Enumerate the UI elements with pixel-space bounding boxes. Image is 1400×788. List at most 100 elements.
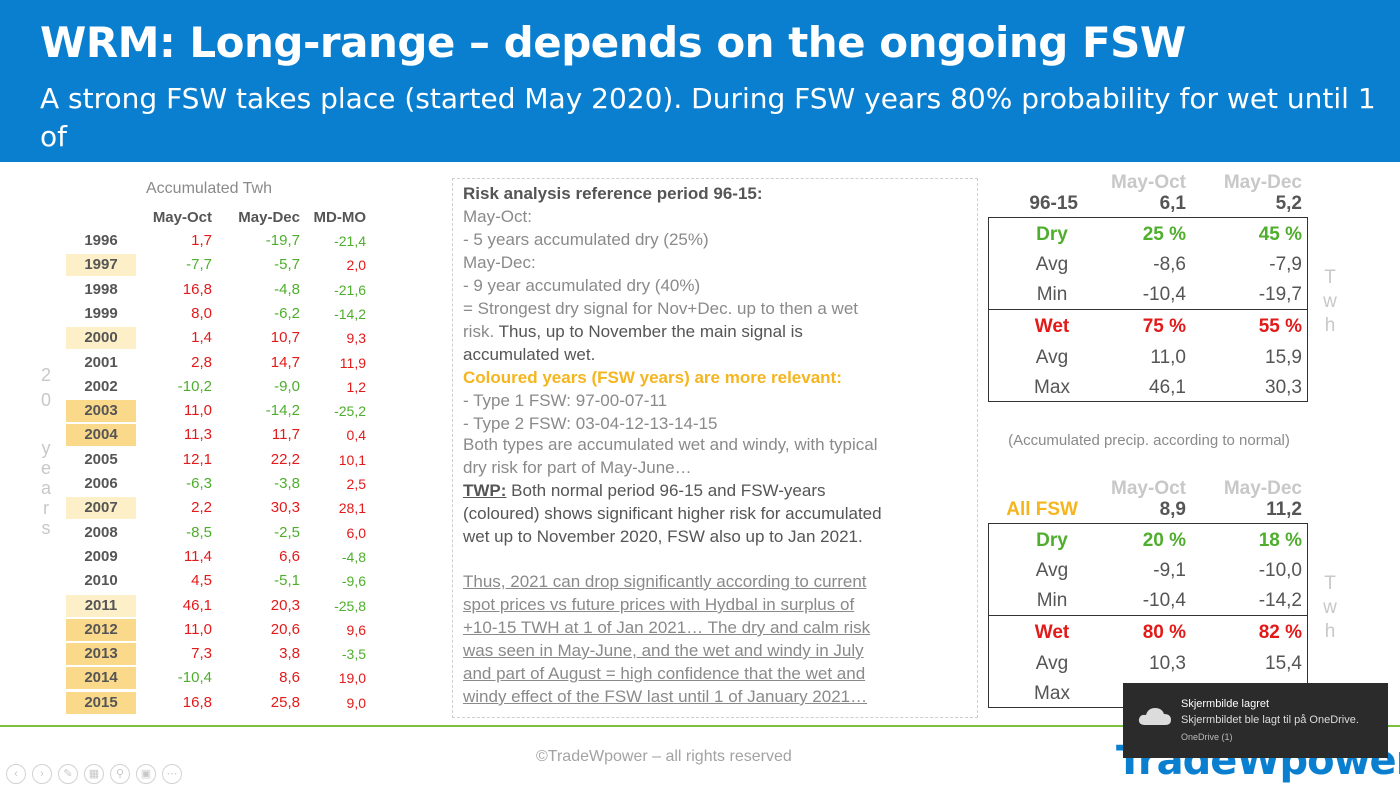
row-label: Wet (1034, 622, 1070, 643)
precip-note: (Accumulated precip. according to normal… (1008, 432, 1290, 449)
text-line: wet up to November 2020, FSW also up to … (463, 527, 863, 546)
table-row: 2013 7,3 3,8 -3,5 (66, 643, 372, 667)
subtitle-line-1: A strong FSW takes place (started May 20… (40, 82, 1376, 153)
value-cell: 2,8 (191, 353, 212, 371)
side-letter: h (1324, 315, 1336, 336)
table-row: 2011 46,1 20,3 -25,8 (66, 594, 372, 619)
table-row: 1998 16,8 -4,8 -21,6 (66, 279, 372, 303)
text-line: - 5 years accumulated dry (25%) (463, 230, 709, 249)
value-cell: -19,7 (265, 232, 300, 249)
stat-value: 45 % (1258, 224, 1302, 245)
value-cell: -10,2 (177, 377, 212, 395)
year-cell: 2010 (84, 572, 118, 590)
onedrive-toast[interactable]: Skjermbilde lagret Skjermbildet ble lagt… (1123, 683, 1388, 758)
table-row: 1996 1,7 -19,7 -21,4 (66, 230, 372, 254)
toast-source: OneDrive (1) (1181, 732, 1233, 742)
value-cell: 12,1 (182, 450, 212, 468)
value-cell: 25,8 (270, 693, 300, 711)
table-row: 2004 11,3 11,7 0,4 (66, 424, 372, 448)
stat-value: 82 % (1258, 622, 1302, 643)
year-cell: 2004 (66, 424, 136, 447)
col-header-may-dec: May-Dec (1223, 478, 1302, 499)
cloud-icon (1138, 708, 1171, 725)
value-cell: 14,7 (270, 353, 300, 371)
year-cell: 2000 (66, 327, 136, 350)
table-row: 2003 11,0 -14,2 -25,2 (66, 400, 372, 424)
footer-divider (0, 725, 1400, 727)
value-cell: 1,4 (191, 329, 212, 347)
back-icon[interactable]: ‹ (6, 764, 26, 784)
period-label: 96-15 (1029, 193, 1078, 214)
risk-word: risk. (463, 322, 495, 341)
subtitles-icon[interactable]: ▣ (136, 764, 156, 784)
table-row: 2014 -10,4 8,6 19,0 (66, 667, 372, 691)
year-cell: 2014 (66, 667, 136, 690)
col-header-may-dec: May-Dec (238, 209, 300, 226)
value-cell: -5,1 (274, 572, 300, 590)
value-cell: 8,0 (191, 304, 212, 322)
text-line: - Type 1 FSW: 97-00-07-11 (463, 391, 668, 410)
vertical-letter: r (43, 498, 49, 518)
value-cell: 9,0 (346, 694, 366, 711)
text-line: was seen in May-June, and the wet and wi… (463, 641, 864, 660)
row-label: Avg (1035, 254, 1069, 275)
slides-icon[interactable]: ▦ (84, 764, 104, 784)
value-cell: 20,3 (270, 596, 300, 614)
value-cell: -14,2 (265, 402, 300, 420)
side-letter: w (1323, 291, 1337, 312)
value-cell: -8,5 (186, 523, 212, 541)
vertical-letter: 2 (40, 365, 51, 385)
pen-icon[interactable]: ✎ (58, 764, 78, 784)
table-row: 2006 -6,3 -3,8 2,5 (66, 473, 372, 497)
text-line: TWP: Both normal period 96-15 and FSW-ye… (463, 481, 826, 501)
value-cell: 4,5 (191, 572, 212, 590)
stat-value: -10,4 (1142, 284, 1186, 305)
row-label: Max (1034, 683, 1070, 704)
forward-icon[interactable]: › (32, 764, 52, 784)
side-letter: T (1324, 573, 1336, 594)
toast-message: Skjermbildet ble lagt til på OneDrive. (1181, 714, 1359, 726)
year-cell: 2005 (84, 450, 118, 468)
twp-text: Both normal period 96-15 and FSW-years (506, 481, 826, 500)
zoom-icon[interactable]: ⚲ (110, 764, 130, 784)
value-cell: 9,6 (346, 621, 366, 638)
year-cell: 1998 (84, 280, 118, 298)
value-cell: 10,7 (270, 329, 300, 347)
stat-value: 15,4 (1265, 653, 1302, 674)
slide-nav-toolbar: ‹ › ✎ ▦ ⚲ ▣ ⋯ (6, 764, 182, 784)
stat-value: -19,7 (1258, 284, 1302, 305)
value-cell: 6,6 (279, 547, 300, 565)
more-icon[interactable]: ⋯ (162, 764, 182, 784)
text-line: and part of August = high confidence tha… (463, 664, 866, 683)
value-cell: 46,1 (182, 596, 212, 614)
period-value: 8,9 (1159, 499, 1186, 520)
value-cell: 2,2 (191, 499, 212, 517)
value-cell: -6,2 (274, 304, 300, 322)
value-cell: 7,3 (191, 645, 212, 663)
slide-subtitle: A strong FSW takes place (started May 20… (40, 80, 1390, 194)
value-cell: 2,5 (346, 476, 366, 492)
value-cell: 30,3 (270, 499, 300, 517)
year-cell: 2002 (84, 377, 118, 395)
value-cell: 16,8 (182, 280, 212, 298)
stat-value: 30,3 (1265, 377, 1302, 398)
period-value: 11,2 (1266, 499, 1302, 520)
year-cell: 2007 (66, 497, 136, 520)
value-cell: 8,6 (279, 669, 300, 687)
table-row: 2015 16,8 25,8 9,0 (66, 691, 372, 716)
text-line: Both types are accumulated wet and windy… (463, 435, 878, 454)
table-row: 2012 11,0 20,6 9,6 (66, 618, 372, 643)
year-cell: 2006 (84, 475, 118, 492)
value-cell: 16,8 (182, 693, 212, 711)
year-cell: 2003 (66, 400, 136, 423)
risk-text: Thus, up to November the main signal is (494, 322, 803, 341)
vertical-letter: y (41, 438, 51, 458)
stat-value: 55 % (1258, 316, 1302, 337)
twp-label: TWP: (463, 481, 507, 500)
stat-value: 80 % (1142, 622, 1186, 643)
text-line: May-Oct: (463, 207, 532, 226)
value-cell: 3,8 (279, 645, 300, 663)
text-line: risk. Thus, up to November the main sign… (463, 322, 803, 342)
value-cell: 11,0 (183, 402, 212, 420)
value-cell: -21,6 (334, 281, 366, 298)
